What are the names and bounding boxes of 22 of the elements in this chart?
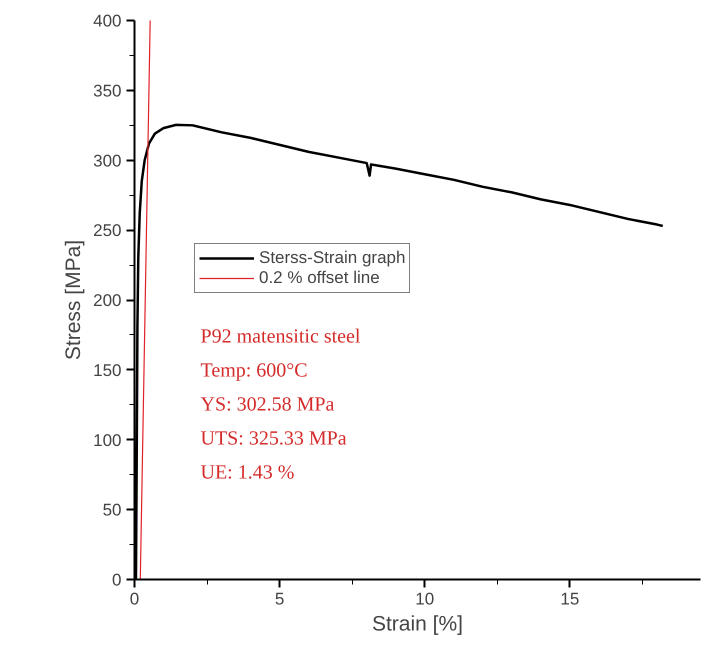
y-tick-label: 300 [93, 151, 122, 170]
legend-label: 0.2 % offset line [259, 268, 380, 288]
annotation: UTS: 325.33 MPa [200, 428, 347, 450]
y-tick-label: 350 [93, 81, 122, 100]
x-tick-label: 15 [560, 590, 580, 608]
x-axis-title: Strain [%] [372, 612, 464, 636]
y-tick-label: 400 [93, 12, 122, 30]
x-tick-label: 5 [274, 590, 284, 608]
annotation: Temp: 600°C [200, 360, 308, 382]
y-tick-label: 250 [93, 221, 122, 240]
y-tick-label: 150 [93, 360, 122, 380]
x-tick-label: 0 [130, 590, 140, 608]
legend-label: Sterss-Strain graph [259, 248, 406, 268]
annotation: P92 matensitic steel [200, 326, 361, 348]
y-tick-label: 50 [102, 500, 122, 520]
y-tick-label: 100 [93, 430, 122, 450]
annotation: YS: 302.58 MPa [200, 394, 335, 416]
y-tick-label: 200 [93, 291, 122, 310]
annotation: UE: 1.43 % [200, 462, 294, 484]
x-tick-label: 10 [415, 590, 434, 608]
y-tick-label: 0 [112, 570, 122, 590]
y-axis-title: Stress [MPa] [62, 240, 86, 360]
